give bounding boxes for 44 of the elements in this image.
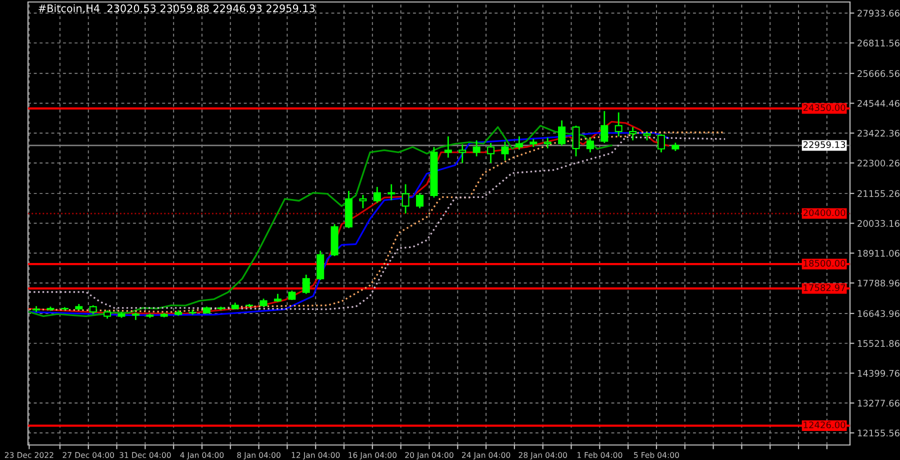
y-tick-label: 18911.06 <box>858 250 900 257</box>
candlestick <box>416 192 424 209</box>
candlestick <box>288 290 296 301</box>
candlestick <box>487 142 495 164</box>
candlestick <box>501 140 509 162</box>
candlestick <box>600 110 608 144</box>
ref-line-label: 17582.97 <box>804 284 846 292</box>
candlestick <box>373 186 381 204</box>
y-tick-label: 27933.66 <box>858 10 900 17</box>
y-tick-label: 21155.26 <box>858 190 900 197</box>
y-tick-label: 23422.36 <box>858 130 900 137</box>
chart-title: #Bitcoin,H4 23020.53 23059.88 22946.93 22959.13 <box>38 4 315 14</box>
candlestick <box>402 184 410 214</box>
y-tick-label: 24544.46 <box>858 100 900 107</box>
candlestick <box>586 137 594 154</box>
y-tick-label: 20033.16 <box>858 220 900 227</box>
candlestick <box>544 137 552 150</box>
candlestick <box>572 125 580 158</box>
y-tick-label: 22300.26 <box>858 160 900 167</box>
y-tick-label: 12155.56 <box>858 430 900 436</box>
candlestick <box>302 274 310 295</box>
candlestick <box>316 250 324 281</box>
candlestick <box>458 144 466 164</box>
candlestick <box>472 140 480 158</box>
y-tick-label: 16643.96 <box>858 310 900 318</box>
candlestick <box>444 136 452 158</box>
candlestick <box>359 194 367 209</box>
candlestick <box>614 112 622 138</box>
ref-line-label: 22959.13 <box>803 141 846 148</box>
ref-line-label: 18500.00 <box>804 260 846 267</box>
y-tick-label: 13277.66 <box>858 400 900 407</box>
ref-line-label: 24350.00 <box>803 104 846 112</box>
candlestick <box>388 184 396 201</box>
candlestick <box>515 136 523 150</box>
y-tick-label: 15521.86 <box>858 340 900 347</box>
y-tick-label: 25666.56 <box>858 70 900 77</box>
candlestick <box>558 120 566 146</box>
y-tick-label: 26811.56 <box>858 40 900 46</box>
candlestick <box>629 126 637 142</box>
y-tick-label: 14399.76 <box>858 370 900 377</box>
candlestick <box>657 134 665 154</box>
ref-line-label: 12426.00 <box>804 421 846 428</box>
y-tick-label: 17788.96 <box>858 280 900 287</box>
ref-line-label: 20400.00 <box>803 209 846 216</box>
